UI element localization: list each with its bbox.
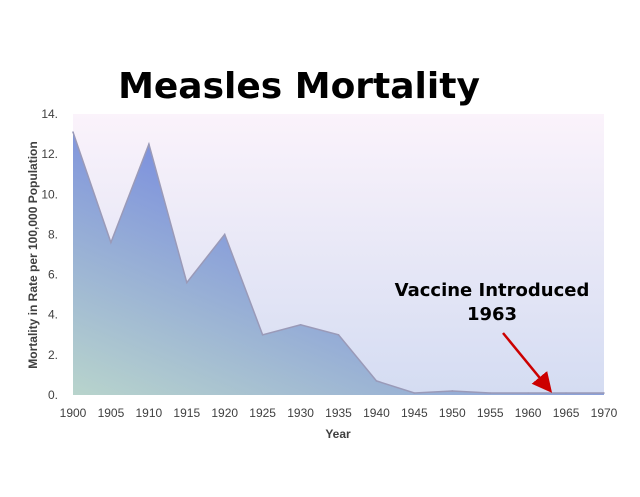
x-tick-label: 1970 [591, 406, 618, 420]
x-axis-ticks: 1900 1905 1910 1915 1920 1925 1930 1935 1940 1945… [60, 406, 618, 420]
x-tick-label: 1920 [211, 406, 238, 420]
data-point-1910 [148, 143, 150, 145]
x-tick-label: 1960 [515, 406, 542, 420]
data-point-1945 [413, 392, 416, 394]
x-tick-label: 1945 [401, 406, 428, 420]
series-area [73, 132, 604, 395]
y-tick-label: 12. [41, 147, 58, 161]
x-tick-label: 1930 [287, 406, 314, 420]
data-point-1935 [337, 333, 340, 336]
data-point-1955 [489, 392, 492, 394]
data-points [72, 131, 605, 394]
y-tick-label: 14. [41, 107, 58, 121]
x-tick-label: 1900 [60, 406, 87, 420]
y-axis-ticks: 0. 2. 4. 6. 8. 10. 12. 14. [41, 107, 58, 402]
data-point-1920 [223, 233, 226, 236]
y-axis-title: Mortality in Rate per 100,000 Population [26, 141, 40, 368]
data-point-1915 [185, 281, 188, 284]
data-point-1930 [299, 323, 302, 326]
data-point-1940 [375, 380, 378, 382]
y-tick-label: 0. [48, 388, 58, 402]
data-point-1905 [110, 241, 112, 244]
chart-title: Measles Mortality [118, 66, 480, 107]
x-axis-title: Year [325, 427, 351, 441]
data-point-1900 [72, 131, 74, 133]
data-point-1950 [451, 390, 454, 392]
data-point-1960 [527, 392, 529, 394]
y-tick-label: 10. [41, 187, 58, 201]
y-tick-label: 8. [48, 227, 58, 241]
y-tick-label: 4. [48, 308, 58, 322]
x-tick-label: 1955 [477, 406, 504, 420]
x-tick-label: 1925 [249, 406, 276, 420]
y-tick-label: 2. [48, 348, 58, 362]
x-tick-label: 1940 [363, 406, 390, 420]
data-point-1970 [603, 392, 605, 394]
y-tick-label: 6. [48, 268, 58, 282]
x-tick-label: 1935 [325, 406, 352, 420]
annotation-line-2: 1963 [467, 304, 517, 325]
data-point-1965 [565, 392, 567, 394]
x-tick-label: 1950 [439, 406, 466, 420]
x-tick-label: 1905 [98, 406, 125, 420]
annotation-line-1: Vaccine Introduced [395, 280, 590, 301]
data-point-1925 [261, 333, 264, 336]
x-tick-label: 1965 [553, 406, 580, 420]
x-tick-label: 1915 [173, 406, 200, 420]
annotation-arrow [502, 332, 553, 393]
x-tick-label: 1910 [136, 406, 163, 420]
